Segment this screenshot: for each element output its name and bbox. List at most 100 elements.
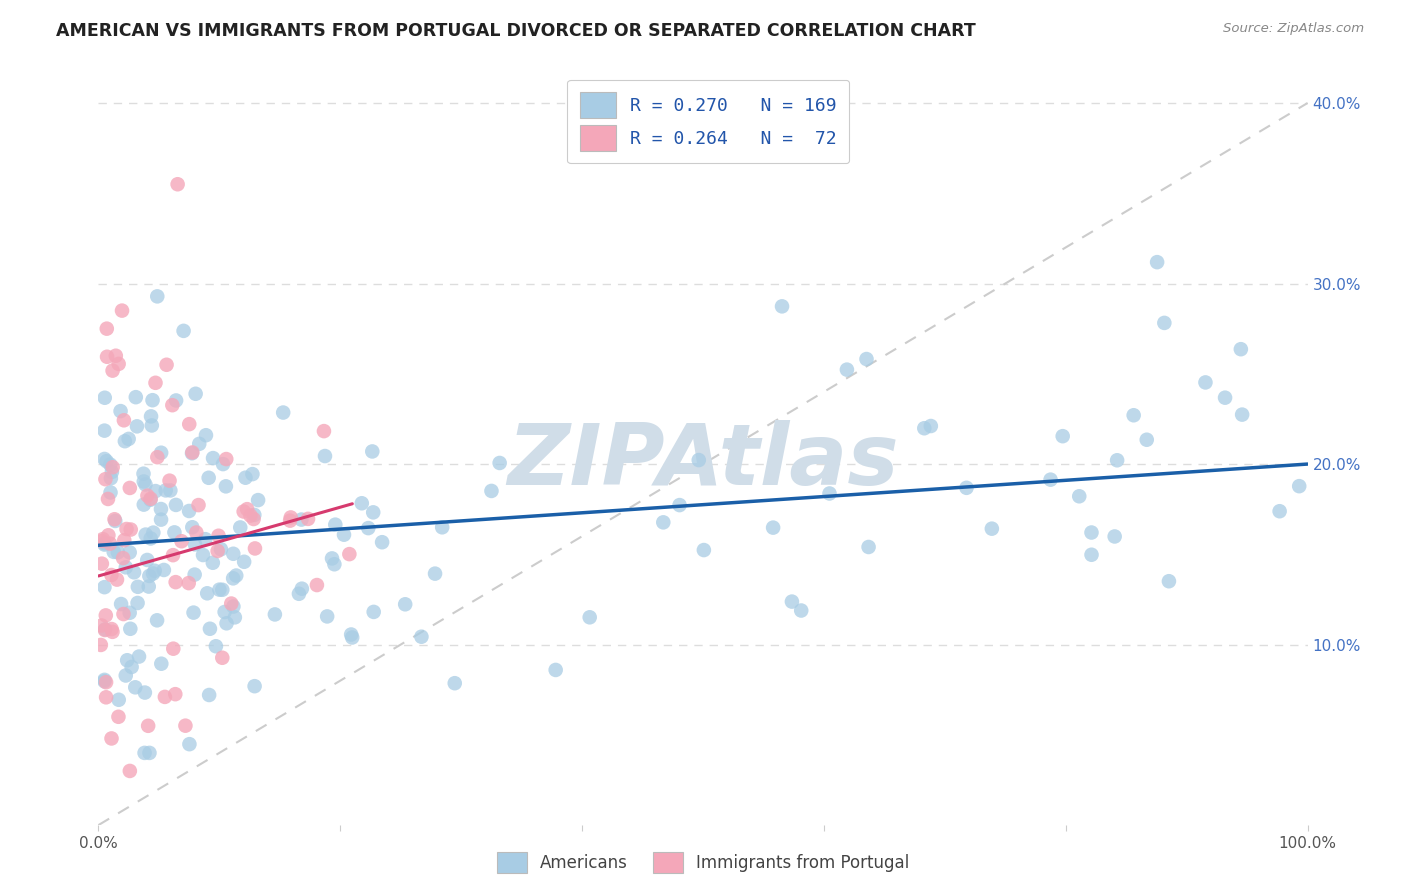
Point — [146, 450, 169, 465]
Point — [1122, 409, 1144, 423]
Point — [297, 512, 319, 526]
Point — [1153, 316, 1175, 330]
Point — [138, 746, 160, 760]
Point — [110, 404, 132, 418]
Point — [118, 432, 141, 446]
Point — [208, 582, 231, 597]
Point — [170, 534, 193, 549]
Point — [247, 493, 270, 508]
Point — [111, 303, 134, 318]
Legend: Americans, Immigrants from Portugal: Americans, Immigrants from Portugal — [489, 846, 917, 880]
Point — [98, 536, 121, 550]
Point — [94, 690, 117, 705]
Point — [162, 641, 184, 656]
Point — [912, 421, 935, 435]
Point — [141, 393, 163, 408]
Point — [145, 484, 167, 499]
Point — [165, 393, 187, 408]
Point — [242, 512, 264, 526]
Point — [333, 527, 356, 541]
Point — [134, 746, 156, 760]
Point — [127, 580, 149, 594]
Point — [94, 608, 117, 623]
Point — [162, 398, 184, 412]
Point — [233, 555, 256, 569]
Point — [337, 547, 360, 561]
Point — [818, 486, 841, 500]
Point — [305, 578, 328, 592]
Point — [91, 532, 114, 546]
Point — [790, 603, 813, 617]
Point — [243, 508, 266, 522]
Point — [166, 178, 188, 192]
Point — [93, 452, 115, 467]
Point — [312, 424, 335, 438]
Point — [430, 520, 453, 534]
Point — [165, 498, 187, 512]
Point — [235, 471, 257, 485]
Point — [118, 481, 141, 495]
Point — [181, 445, 204, 459]
Point — [197, 471, 219, 485]
Point — [186, 525, 208, 540]
Point — [423, 566, 446, 581]
Text: ZIPAtlas: ZIPAtlas — [508, 419, 898, 503]
Point — [114, 668, 136, 682]
Point — [153, 690, 176, 704]
Point — [120, 622, 142, 636]
Point — [96, 321, 118, 335]
Point — [202, 451, 225, 466]
Point — [211, 582, 233, 597]
Point — [194, 532, 217, 546]
Point — [112, 413, 135, 427]
Point — [243, 541, 266, 556]
Point — [124, 681, 146, 695]
Point — [1157, 574, 1180, 589]
Point — [90, 618, 112, 632]
Point — [762, 521, 785, 535]
Point — [107, 545, 129, 559]
Point — [100, 622, 122, 636]
Point — [350, 496, 373, 510]
Point — [211, 650, 233, 665]
Point — [177, 576, 200, 591]
Point — [112, 607, 135, 621]
Point — [340, 631, 363, 645]
Point — [112, 551, 135, 566]
Point — [91, 534, 114, 549]
Point — [173, 324, 195, 338]
Point — [136, 489, 159, 503]
Point — [488, 456, 510, 470]
Point — [163, 525, 186, 540]
Point — [207, 544, 229, 558]
Point — [94, 391, 117, 405]
Point — [165, 575, 187, 590]
Point — [1146, 255, 1168, 269]
Point — [94, 623, 117, 637]
Point — [139, 409, 162, 424]
Point — [215, 452, 238, 467]
Point — [145, 376, 167, 390]
Point — [101, 465, 124, 479]
Point — [688, 453, 710, 467]
Point — [107, 710, 129, 724]
Point — [290, 512, 312, 526]
Point — [177, 504, 200, 518]
Point — [136, 553, 159, 567]
Point — [90, 557, 112, 571]
Point — [179, 737, 201, 751]
Point — [209, 542, 232, 557]
Point — [146, 613, 169, 627]
Point — [132, 498, 155, 512]
Point — [243, 679, 266, 693]
Point — [361, 444, 384, 458]
Point — [215, 616, 238, 631]
Point — [149, 502, 172, 516]
Point — [188, 437, 211, 451]
Point — [142, 525, 165, 540]
Point — [1288, 479, 1310, 493]
Point — [107, 357, 129, 371]
Point — [150, 657, 173, 671]
Point — [139, 492, 162, 507]
Point — [162, 548, 184, 562]
